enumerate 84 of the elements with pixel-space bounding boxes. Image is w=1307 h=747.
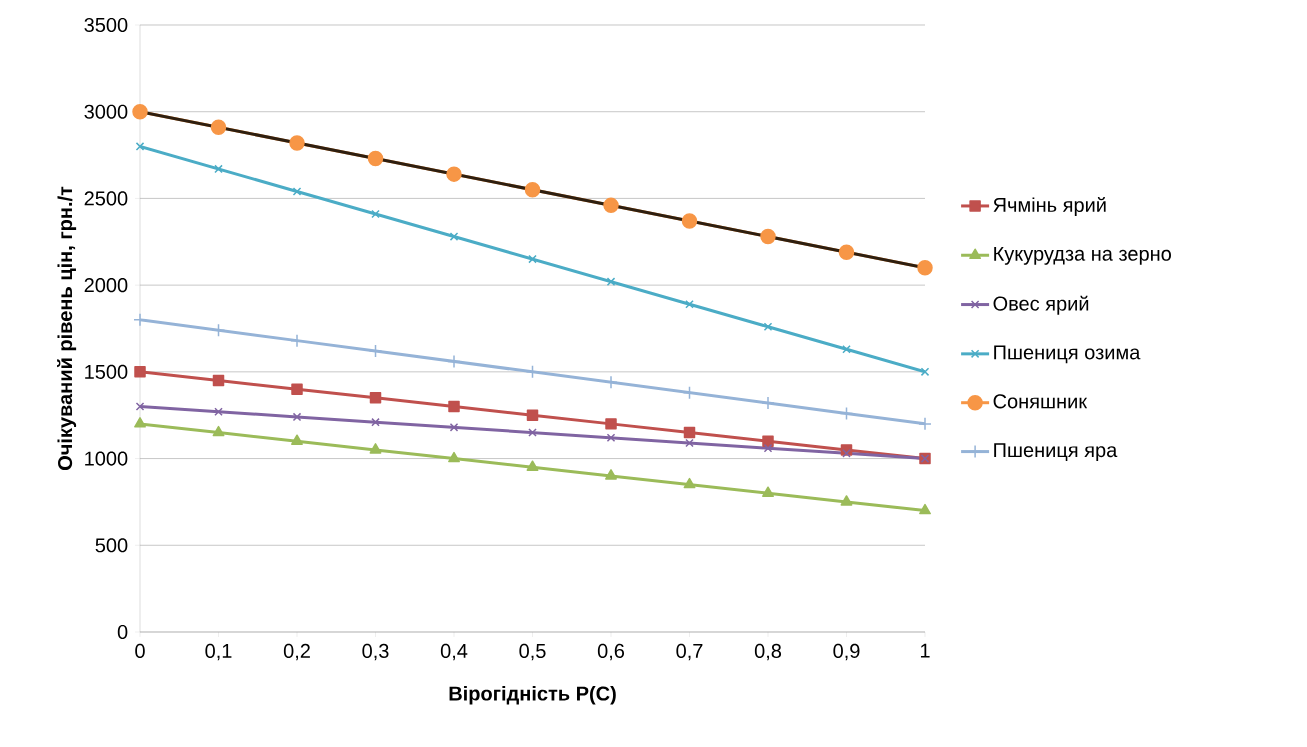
point <box>524 182 541 198</box>
x-tick-label: 0,8 <box>754 643 782 661</box>
x-tick-label: 0,9 <box>833 643 860 661</box>
x-axis-title: Вірогідність P(C) <box>449 685 616 705</box>
point <box>289 135 305 151</box>
point <box>842 449 851 458</box>
point <box>685 438 694 448</box>
y-tick-label: 2500 <box>84 191 128 206</box>
legend-label: Пшениця озима <box>994 345 1141 364</box>
point <box>840 495 853 506</box>
y-tick-label: 2000 <box>84 278 128 293</box>
x-tick-label: 0 <box>135 643 145 659</box>
point <box>762 486 774 497</box>
x-tick-label: 0,4 <box>440 643 468 661</box>
y-tick-label: 3500 <box>84 17 128 33</box>
point <box>526 460 539 471</box>
point <box>446 166 462 182</box>
point <box>214 164 223 174</box>
legend-label: Соняшник <box>993 394 1088 409</box>
point <box>291 434 303 445</box>
point <box>685 299 694 309</box>
point <box>371 209 380 219</box>
point <box>292 412 302 422</box>
point <box>369 392 382 404</box>
y-tick-label: 500 <box>95 538 128 553</box>
point <box>838 244 855 260</box>
point <box>917 260 933 276</box>
point <box>448 400 460 413</box>
x-tick-label: 0,2 <box>283 643 310 661</box>
x-tick-label: 0,6 <box>597 643 625 661</box>
point <box>683 477 696 489</box>
point <box>135 402 145 411</box>
point <box>449 232 459 241</box>
point <box>526 409 539 421</box>
point <box>449 423 459 432</box>
point <box>760 228 776 245</box>
point <box>210 119 227 136</box>
point <box>134 366 146 378</box>
point <box>528 254 537 264</box>
point <box>371 417 380 427</box>
point <box>763 322 773 332</box>
point <box>606 433 616 443</box>
point <box>763 443 773 453</box>
point <box>842 345 851 354</box>
point <box>448 451 460 463</box>
point <box>761 396 775 410</box>
point <box>368 344 383 358</box>
point <box>681 213 698 229</box>
point <box>135 142 145 151</box>
point <box>839 406 854 421</box>
point <box>605 469 617 480</box>
x-tick-label: 0,5 <box>519 643 546 661</box>
point <box>134 417 146 428</box>
point <box>606 277 616 286</box>
x-tick-label: 0,1 <box>205 643 232 661</box>
point <box>212 425 225 437</box>
legend-label: Кукурудза на зерно <box>994 246 1171 265</box>
point <box>528 428 537 437</box>
y-tick-label: 1000 <box>85 451 128 466</box>
x-tick-label: 0,3 <box>362 643 389 661</box>
legend-label: Пшениця яра <box>994 443 1118 462</box>
point <box>214 407 223 417</box>
point <box>447 354 461 369</box>
point <box>762 435 774 447</box>
point <box>605 418 617 430</box>
y-tick-label: 3000 <box>84 104 128 119</box>
point <box>369 443 382 454</box>
legend-label: Ячмінь ярий <box>993 197 1106 217</box>
point <box>367 150 384 167</box>
y-tick-label: 0 <box>117 624 128 640</box>
point <box>212 374 225 387</box>
x-tick-label: 0,7 <box>676 643 703 661</box>
point <box>603 197 619 214</box>
y-tick-label: 1500 <box>85 364 128 379</box>
point <box>683 426 696 439</box>
point <box>919 503 931 515</box>
point <box>132 103 148 120</box>
point <box>291 383 303 395</box>
y-axis-title: Очікуваний рівень цін, грн./т <box>57 186 77 471</box>
x-tick-label: 1 <box>920 643 930 658</box>
point <box>292 187 302 196</box>
point <box>918 417 932 431</box>
legend-label: Овес ярий <box>993 295 1089 315</box>
point <box>920 367 930 377</box>
